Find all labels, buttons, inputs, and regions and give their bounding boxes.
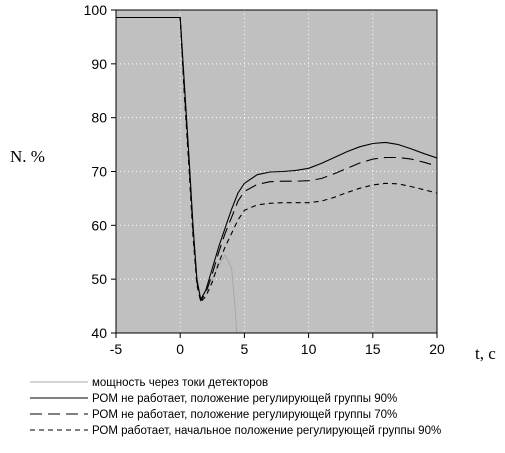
y-tick-label: 50 (91, 271, 107, 287)
x-tick-label: -5 (110, 341, 123, 357)
y-tick-label: 100 (84, 2, 108, 18)
x-axis-label: t, c (475, 344, 496, 363)
legend-label: мощность через токи детекторов (92, 377, 268, 389)
legend-label: РОМ работает, начальное положение регули… (92, 425, 441, 437)
y-tick-label: 60 (91, 217, 107, 233)
series-line-3 (116, 16, 437, 302)
y-tick-label: 80 (91, 110, 107, 126)
x-tick-label: 20 (429, 341, 445, 357)
series-line-4 (116, 16, 437, 303)
legend: мощность через токи детекторов РОМ не раб… (30, 377, 441, 437)
x-tick-label: 15 (365, 341, 381, 357)
y-axis-label: N. % (10, 147, 45, 166)
legend-label: РОМ не работает, положение регулирующей … (92, 393, 397, 405)
x-tick-label: 10 (301, 341, 317, 357)
y-tick-label: 70 (91, 164, 107, 180)
y-tick-label: 90 (91, 56, 107, 72)
y-tick-label: 40 (91, 325, 107, 341)
axes: -5 0 5 10 15 20 40 50 60 70 80 90 100 (84, 2, 445, 357)
legend-label: РОМ не работает, положение регулирующей … (92, 409, 397, 421)
series-layer (116, 16, 437, 333)
x-tick-label: 0 (176, 341, 184, 357)
x-tick-label: 5 (241, 341, 249, 357)
